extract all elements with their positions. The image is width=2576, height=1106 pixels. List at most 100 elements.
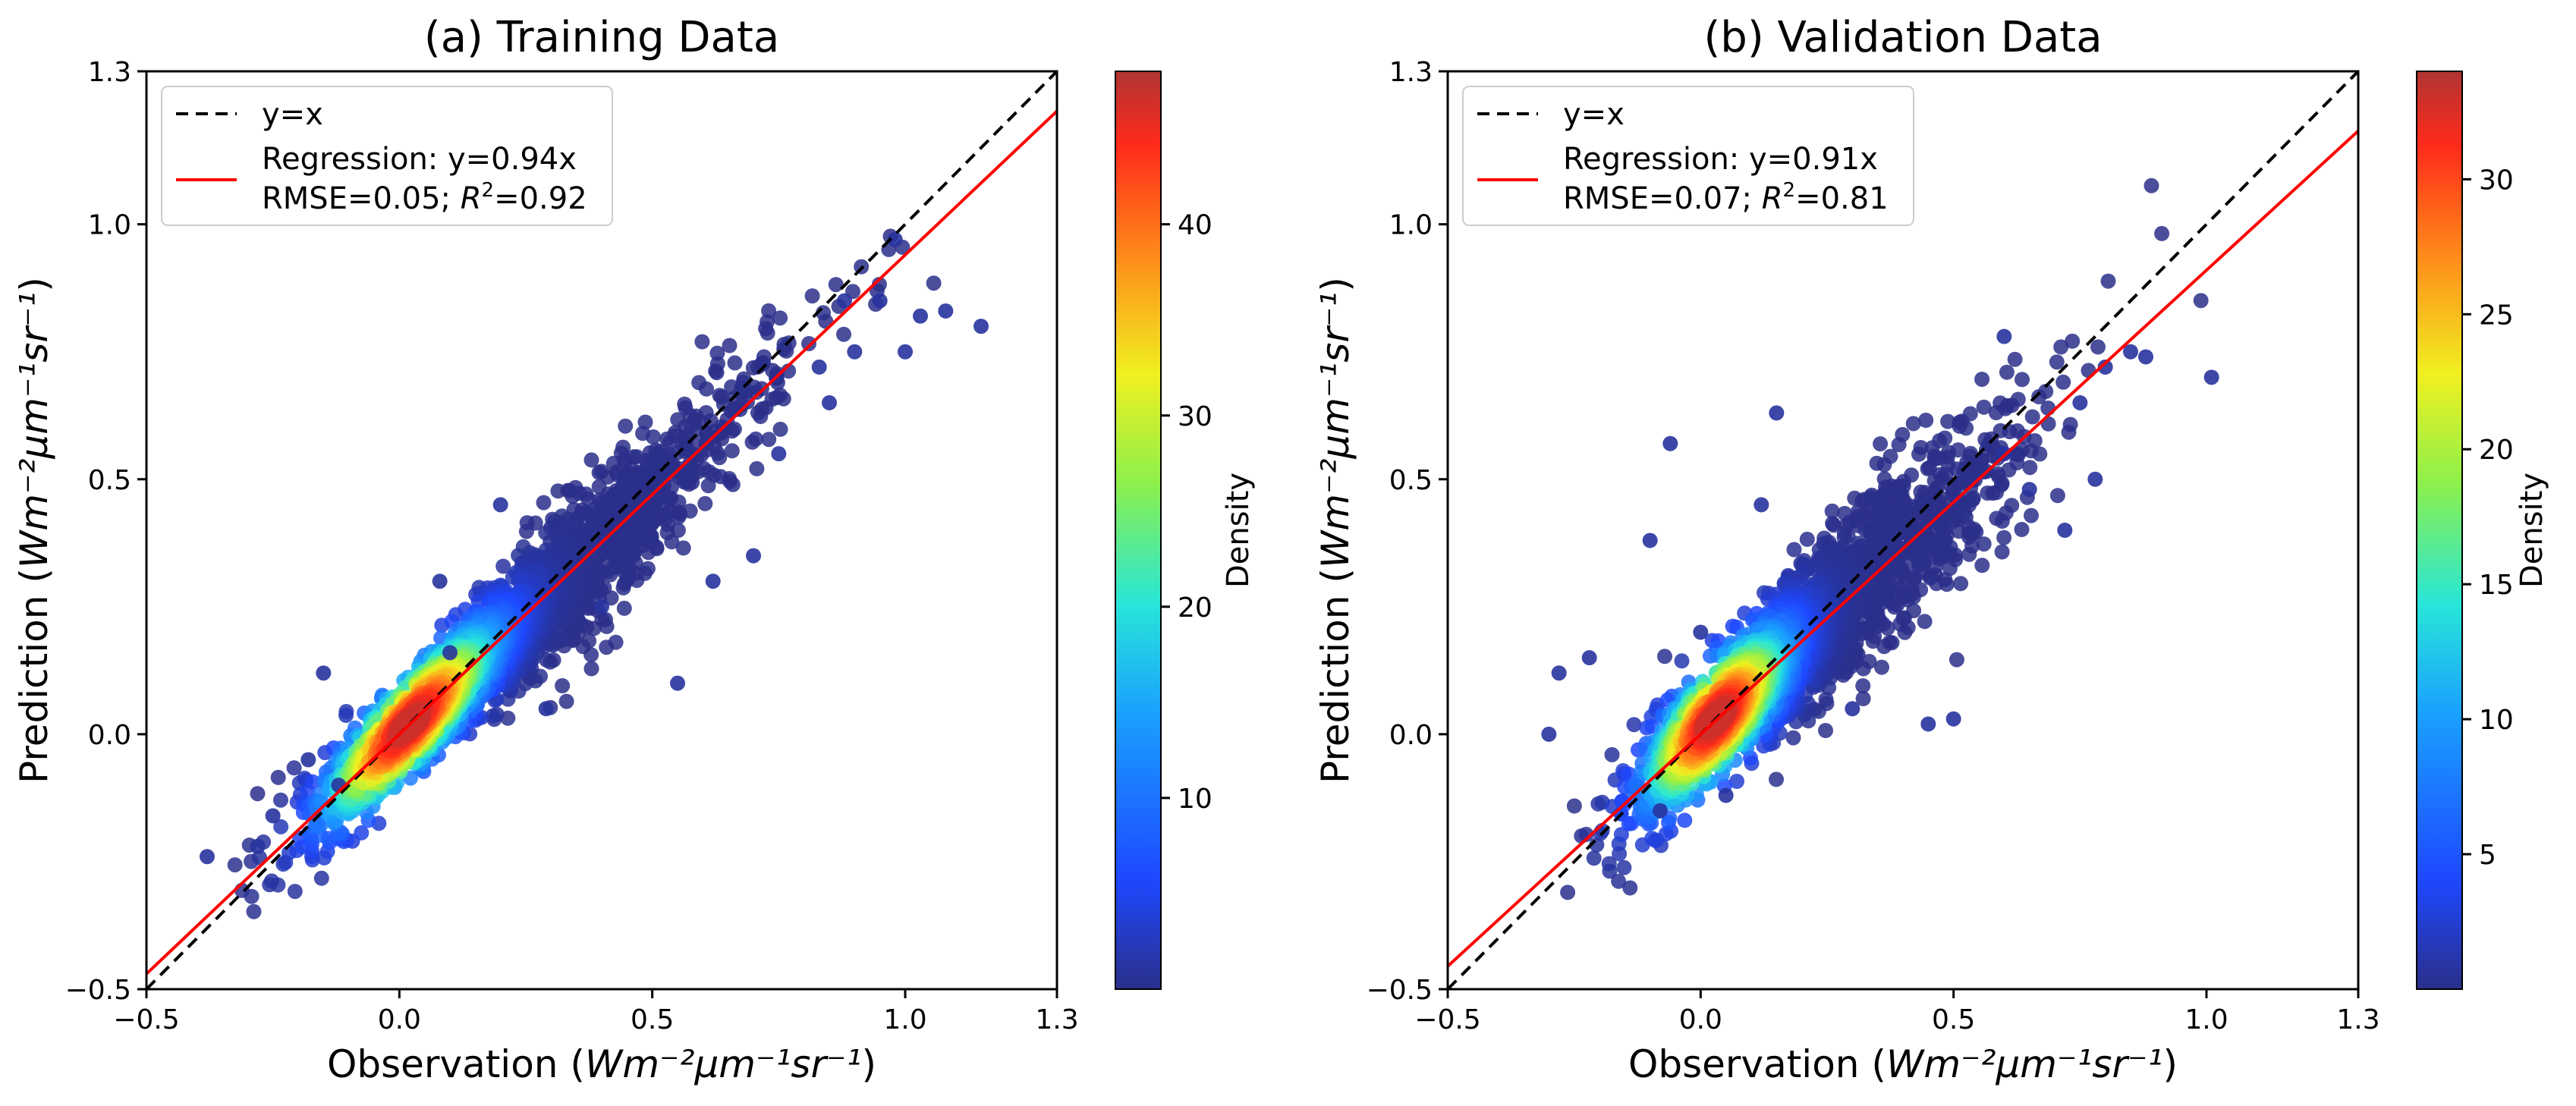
outlier-point [822,395,837,410]
data-point [750,405,766,420]
data-point [1996,530,2011,545]
data-point [247,904,262,919]
colorbar-tick-label: 10 [1178,784,1213,815]
data-point [801,336,816,351]
data-point [584,452,599,467]
regression-line [146,111,1057,973]
data-point [1605,747,1620,762]
outlier-point [746,548,761,564]
data-point [2062,425,2077,440]
data-point [1587,850,1602,866]
data-point [761,432,776,447]
data-point [1989,511,2004,526]
outlier-point [200,849,215,864]
data-point [2022,460,2037,475]
data-point [829,277,844,292]
data-point [1920,461,1936,476]
x-tick-label: 0.5 [631,1004,674,1035]
data-point [776,341,791,357]
outlier-point [973,319,989,334]
data-point [228,857,243,872]
data-point [712,388,728,403]
data-point [745,435,760,450]
data-point [1906,416,1921,431]
data-point [2049,354,2065,369]
data-point [773,422,788,437]
data-point [1677,812,1692,828]
data-point [1974,372,1989,387]
data-point [926,275,942,291]
data-point [1911,447,1926,462]
data-point [1675,653,1690,668]
data-point [1917,614,1933,629]
legend: y=x Regression: y=0.94x RMSE=0.05; R2=0.… [162,86,612,225]
y-tick-label: 1.3 [88,57,131,88]
data-point [2194,293,2209,308]
colorbar-gradient [1115,71,1161,989]
colorbar-label: Density [1221,473,1256,588]
data-point [2144,178,2159,193]
data-point [250,786,266,801]
data-point [2053,339,2068,354]
outlier-point [432,573,448,589]
y-axis-ticks: −0.5 0.0 0.5 1.0 1.3 [65,57,146,1006]
data-point [1940,414,1955,429]
data-point [1876,457,1892,473]
x-tick-label: 0.0 [378,1004,421,1035]
data-point [2015,522,2030,537]
data-point [288,884,303,899]
y-tick-label: 0.0 [88,720,131,751]
data-point [1855,678,1870,693]
data-point [1567,799,1582,814]
data-point [2055,375,2071,390]
data-point [1657,649,1672,664]
data-point [2081,363,2096,378]
data-point [270,878,285,893]
data-point [1961,547,1977,562]
data-point [617,601,632,616]
data-point [728,355,743,370]
data-point [1800,532,1815,547]
outlier-point [670,676,685,691]
data-point [749,461,764,476]
panel-training: (a) Training Data −0.5 0.0 0.5 1.0 1.3 −0.5 0… [12,13,1256,1086]
data-point [2008,352,2023,367]
data-point [1974,558,1989,573]
colorbar-tick-label: 40 [1178,210,1213,241]
data-point [699,382,714,397]
x-tick-label: −0.5 [113,1004,179,1035]
data-point [1977,400,1992,415]
data-point [244,889,259,904]
data-point [273,793,288,808]
panel-title: (a) Training Data [424,13,779,62]
data-point [584,661,599,677]
outlier-point [812,360,827,375]
outlier-point [771,446,786,461]
data-point [2015,372,2030,387]
y-tick-label: 0.5 [88,465,131,496]
data-point [694,335,709,350]
outlier-point [706,573,721,589]
data-point [1786,731,1801,746]
data-point [635,426,650,441]
y-tick-label: −0.5 [65,975,131,1006]
y-tick-label: 1.0 [88,210,131,241]
data-point [519,524,534,539]
outlier-point [873,294,888,309]
data-point [2090,339,2106,354]
data-point [760,325,775,341]
data-point [338,708,354,723]
data-point [1953,576,1968,591]
outlier-point [493,497,508,512]
outlier-point [539,701,554,716]
data-point [1999,365,2015,380]
outlier-point [847,344,862,360]
x-tick-label: 1.0 [883,1004,926,1035]
data-point [701,478,716,493]
